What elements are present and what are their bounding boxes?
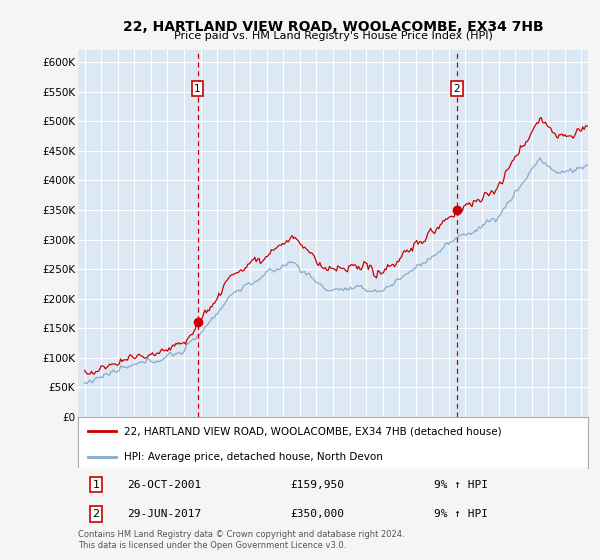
Text: Price paid vs. HM Land Registry's House Price Index (HPI): Price paid vs. HM Land Registry's House … (173, 31, 493, 41)
Text: 2: 2 (92, 509, 100, 519)
Text: £159,950: £159,950 (290, 479, 344, 489)
Text: HPI: Average price, detached house, North Devon: HPI: Average price, detached house, Nort… (124, 452, 383, 462)
Text: 29-JUN-2017: 29-JUN-2017 (128, 509, 202, 519)
Text: 2: 2 (454, 84, 460, 94)
Text: This data is licensed under the Open Government Licence v3.0.: This data is licensed under the Open Gov… (78, 541, 346, 550)
Text: 1: 1 (92, 479, 100, 489)
Text: Contains HM Land Registry data © Crown copyright and database right 2024.: Contains HM Land Registry data © Crown c… (78, 530, 404, 539)
Text: 22, HARTLAND VIEW ROAD, WOOLACOMBE, EX34 7HB (detached house): 22, HARTLAND VIEW ROAD, WOOLACOMBE, EX34… (124, 426, 502, 436)
Text: 1: 1 (194, 84, 201, 94)
Text: 22, HARTLAND VIEW ROAD, WOOLACOMBE, EX34 7HB: 22, HARTLAND VIEW ROAD, WOOLACOMBE, EX34… (122, 20, 544, 34)
Text: 9% ↑ HPI: 9% ↑ HPI (433, 509, 487, 519)
Text: 9% ↑ HPI: 9% ↑ HPI (433, 479, 487, 489)
Text: 26-OCT-2001: 26-OCT-2001 (128, 479, 202, 489)
Text: £350,000: £350,000 (290, 509, 344, 519)
